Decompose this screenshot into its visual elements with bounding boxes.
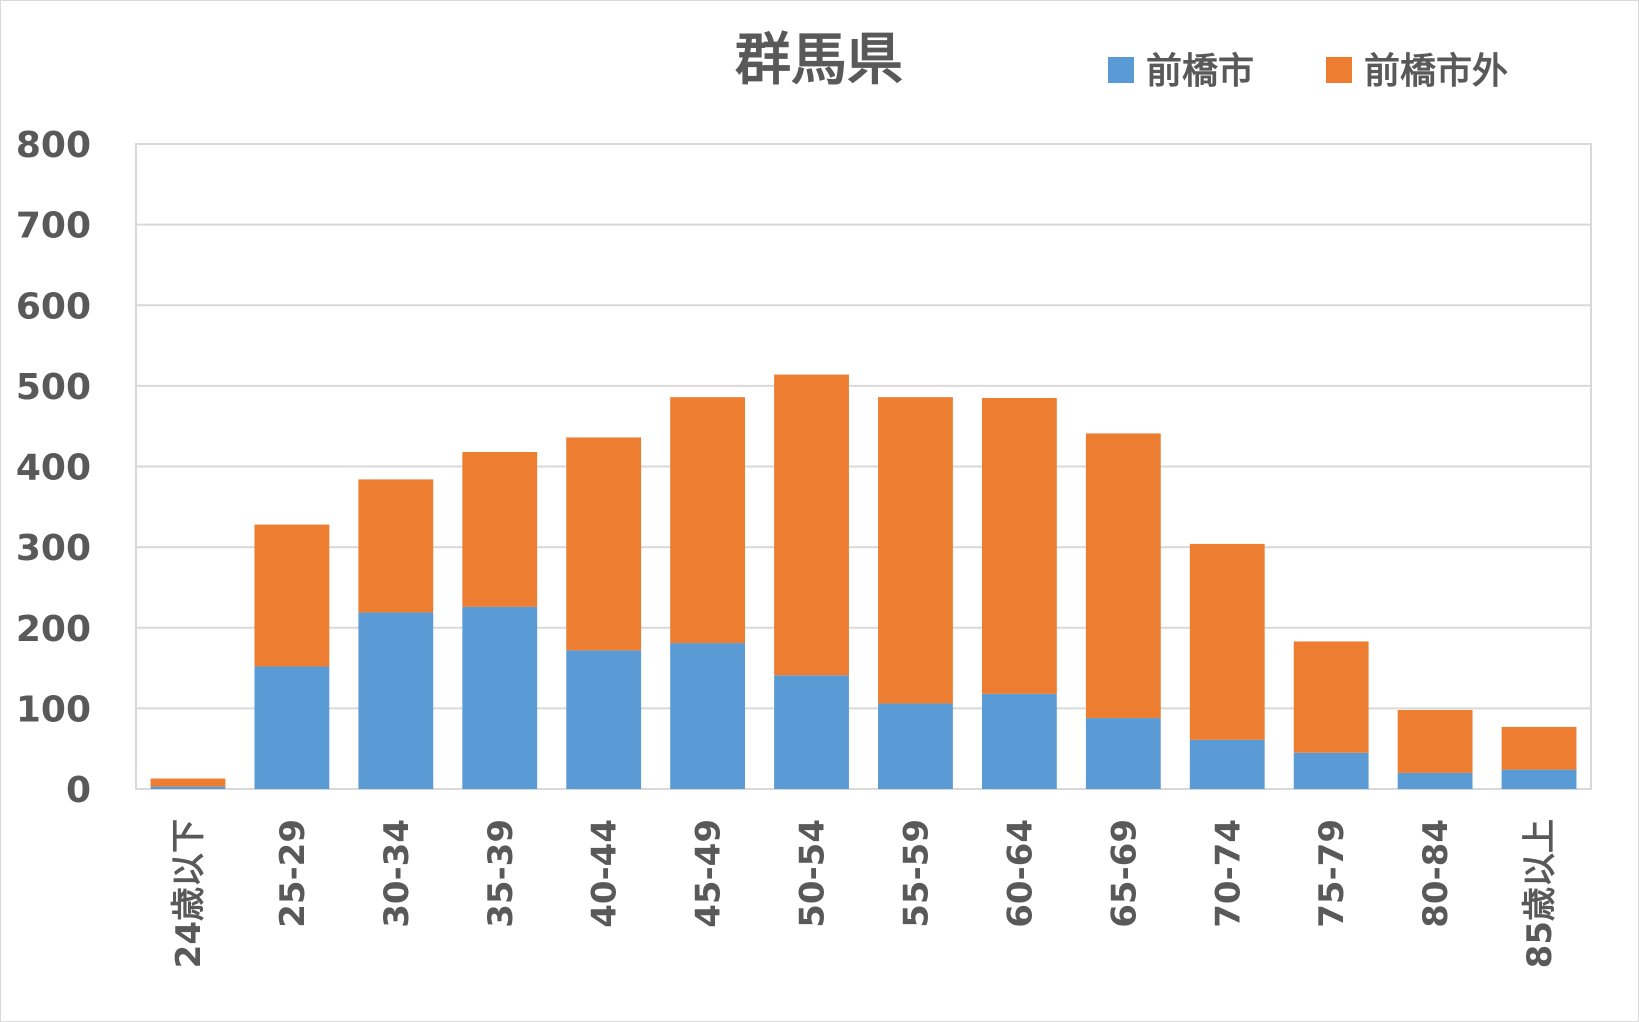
bar-maebashi-outside [774, 374, 849, 676]
x-tick-label: 30-34 [377, 819, 417, 928]
bar-maebashi [1293, 752, 1369, 789]
bar-maebashi-outside [1501, 726, 1577, 770]
x-tick-label: 25-29 [273, 819, 313, 928]
y-tick-label: 600 [16, 286, 91, 327]
bar-maebashi [1501, 769, 1577, 789]
bar-maebashi-outside [358, 479, 434, 613]
bar-maebashi [878, 703, 953, 789]
bar-maebashi-outside [981, 397, 1057, 694]
bar-maebashi-outside [1085, 433, 1161, 719]
bar-maebashi-outside [150, 778, 226, 787]
bar-maebashi-outside [670, 397, 746, 644]
bar-maebashi-outside [462, 451, 538, 607]
bar-maebashi-outside [1293, 641, 1369, 753]
bar-maebashi [1189, 739, 1265, 789]
bar-maebashi [1085, 718, 1161, 789]
legend-swatch-maebashi [1108, 57, 1134, 83]
bar-maebashi [670, 643, 746, 789]
y-tick-label: 400 [16, 448, 91, 489]
bar-maebashi-outside [878, 397, 953, 704]
y-tick-label: 700 [16, 206, 91, 247]
bar-maebashi-outside [254, 524, 330, 667]
x-tick-label: 55-59 [896, 819, 936, 928]
bar-maebashi [1397, 772, 1473, 789]
x-tick-label: 75-79 [1312, 819, 1352, 928]
bar-maebashi [462, 606, 538, 789]
bar-maebashi [358, 612, 434, 789]
legend-swatch-maebashi-outside [1326, 57, 1352, 83]
x-tick-label: 45-49 [689, 819, 729, 928]
legend: 前橋市 前橋市外 [1108, 51, 1508, 92]
bar-maebashi [774, 675, 849, 789]
bar-maebashi-outside [1397, 709, 1473, 773]
y-tick-label: 800 [16, 125, 91, 166]
y-axis-ticks: 0 100 200 300 400 500 600 700 800 [16, 125, 91, 811]
y-tick-label: 0 [66, 770, 91, 811]
bar-maebashi [566, 650, 642, 789]
y-tick-label: 100 [16, 689, 91, 730]
bar-maebashi-outside [1189, 543, 1265, 740]
x-tick-label: 70-74 [1208, 819, 1248, 928]
y-tick-label: 500 [16, 367, 91, 408]
x-tick-label: 60-64 [1000, 819, 1040, 928]
bar-maebashi [981, 693, 1057, 789]
x-tick-label: 50-54 [793, 819, 833, 928]
chart-title: 群馬県 [735, 28, 903, 93]
legend-label-maebashi: 前橋市 [1146, 51, 1254, 92]
x-tick-label: 80-84 [1416, 819, 1456, 928]
x-tick-label: 24歳以下 [169, 819, 209, 968]
bar-maebashi-outside [566, 437, 642, 651]
y-tick-label: 200 [16, 609, 91, 650]
bar-maebashi [150, 786, 226, 789]
legend-label-maebashi-outside: 前橋市外 [1364, 51, 1508, 92]
gridlines [136, 223, 1591, 710]
x-tick-label: 40-44 [585, 819, 625, 928]
x-axis-ticks: 24歳以下 25-29 30-34 35-39 40-44 45-49 50-54 55-59… [169, 819, 1560, 968]
bars [150, 374, 1577, 789]
x-tick-label: 65-69 [1104, 819, 1144, 928]
bar-maebashi [254, 666, 330, 789]
y-tick-label: 300 [16, 528, 91, 569]
x-tick-label: 35-39 [481, 819, 521, 928]
x-tick-label: 85歳以上 [1520, 819, 1560, 968]
